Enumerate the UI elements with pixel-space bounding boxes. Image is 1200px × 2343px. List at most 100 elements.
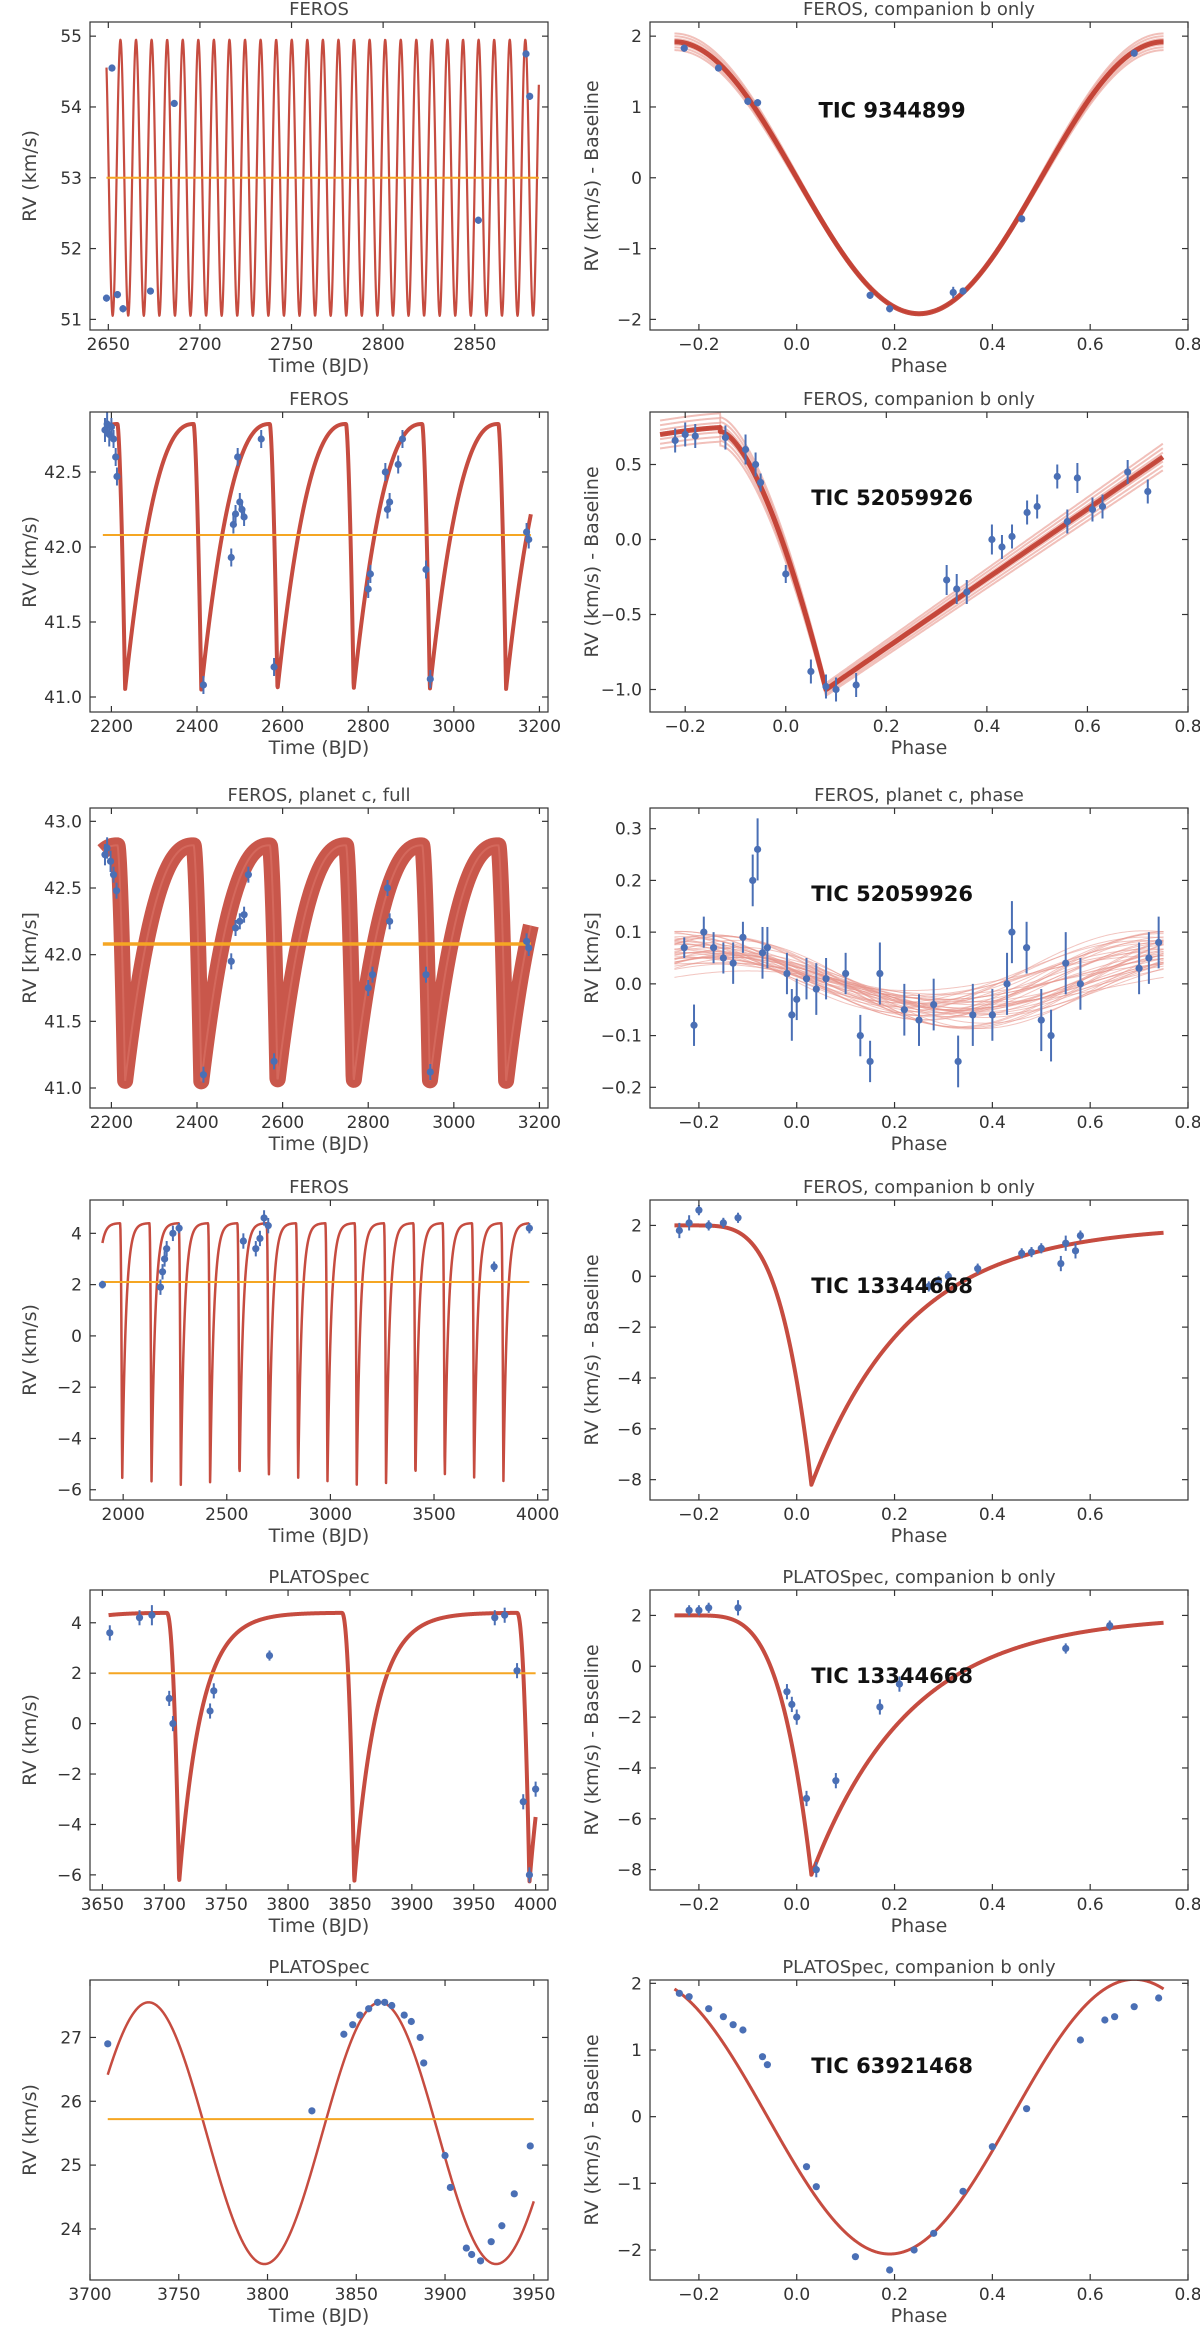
x-tick-label: 0.0 <box>783 335 810 355</box>
plot-area <box>673 1980 1165 2274</box>
x-tick-label: 3200 <box>518 717 561 737</box>
x-tick-label: 3700 <box>143 1895 186 1915</box>
x-tick-label: 0.0 <box>783 1113 810 1133</box>
data-point <box>270 1053 278 1070</box>
x-tick-label: 3700 <box>68 2285 111 2305</box>
data-point <box>487 2238 495 2246</box>
x-axis-label: Phase <box>891 355 948 377</box>
data-point <box>103 837 111 859</box>
data-point <box>852 673 860 697</box>
data-point <box>1076 1230 1084 1241</box>
data-point <box>113 290 122 299</box>
y-tick-label: 0.0 <box>615 975 642 995</box>
data-point <box>386 493 394 511</box>
data-point <box>236 913 244 930</box>
x-tick-label: −0.2 <box>678 2285 719 2305</box>
y-tick-label: −6 <box>617 1420 642 1440</box>
x-tick-label: 0.4 <box>979 1505 1006 1525</box>
x-axis-label: Time (BJD) <box>268 355 370 377</box>
axes-frame <box>649 1589 1189 1891</box>
axes-frame <box>649 1979 1189 2281</box>
y-tick-label: −2 <box>617 2241 642 2261</box>
data-point <box>788 989 796 1041</box>
data-point <box>388 2001 396 2010</box>
data-point <box>949 286 957 299</box>
y-axis-label: RV (km/s) - Baseline <box>581 1644 603 1835</box>
x-axis-label: Phase <box>891 1915 948 1937</box>
x-tick-label: 0.0 <box>783 2285 810 2305</box>
y-tick-label: −4 <box>57 1815 82 1835</box>
data-point <box>474 216 482 224</box>
chart-panel-11: 3700 3750 3800 3850 3900 3950 24 25 26 27 PLATOSpe… <box>19 1957 555 2327</box>
y-axis-label: RV (km/s) - Baseline <box>581 80 603 271</box>
data-point <box>106 1625 114 1641</box>
x-tick-label: 0.4 <box>973 717 1000 737</box>
x-tick-label: 0.0 <box>783 1505 810 1525</box>
data-point <box>934 1276 943 1287</box>
y-axis-label: RV (km/s) - Baseline <box>581 1254 603 1445</box>
data-point <box>988 2143 996 2151</box>
x-tick-label: 3950 <box>512 2285 555 2305</box>
data-point <box>199 1066 208 1083</box>
x-axis-label: Phase <box>891 2305 948 2327</box>
x-tick-label: 2850 <box>453 335 496 355</box>
data-point <box>714 64 723 72</box>
data-point <box>719 2013 727 2021</box>
data-point <box>729 942 737 984</box>
model-curve <box>673 1980 1165 2256</box>
data-point <box>1008 901 1016 964</box>
data-point <box>856 1014 864 1057</box>
data-point <box>749 854 757 907</box>
data-point <box>231 920 240 936</box>
y-tick-label: 0.1 <box>615 923 642 943</box>
data-point <box>895 1676 904 1692</box>
data-point <box>170 99 178 108</box>
data-point <box>783 1684 791 1700</box>
y-tick-label: −0.5 <box>601 606 642 626</box>
data-point <box>260 1210 268 1226</box>
data-point <box>680 44 688 52</box>
plot-area <box>672 32 1166 317</box>
x-tick-label: 0.0 <box>772 717 799 737</box>
data-point <box>1076 2036 1084 2044</box>
data-point <box>757 473 765 492</box>
x-tick-label: 0.8 <box>1174 1895 1200 1915</box>
data-point <box>721 425 730 450</box>
data-point <box>422 560 430 579</box>
x-tick-label: 3850 <box>328 1895 371 1915</box>
data-point <box>1130 2003 1138 2011</box>
data-point <box>754 818 762 881</box>
data-point <box>169 1225 177 1242</box>
data-point <box>1023 500 1031 525</box>
model-sample-curve <box>659 426 1164 692</box>
x-tick-label: 0.2 <box>881 1505 908 1525</box>
data-point <box>109 866 118 883</box>
data-point <box>1063 509 1071 534</box>
data-point <box>165 1690 173 1706</box>
data-point <box>719 942 727 974</box>
y-tick-label: −2 <box>57 1765 82 1785</box>
data-point <box>270 658 278 676</box>
model-curve <box>106 2001 535 2266</box>
plot-area <box>101 412 533 694</box>
data-point <box>112 882 121 899</box>
axes-frame <box>89 411 549 713</box>
data-point <box>109 430 118 448</box>
data-point <box>754 99 762 107</box>
data-point <box>876 942 884 1005</box>
y-tick-label: 41.0 <box>44 1079 82 1099</box>
x-tick-label: 3950 <box>452 1895 495 1915</box>
data-point <box>685 1215 693 1231</box>
data-point <box>1073 463 1081 493</box>
model-curve <box>657 425 1165 692</box>
data-point <box>695 1205 703 1216</box>
x-tick-label: 2200 <box>90 717 133 737</box>
chart-panel-6: −0.2 0.0 0.2 0.4 0.6 0.8 −0.2 −0.1 0.0 0.1 0.2 0.3 F… <box>581 785 1200 1155</box>
data-point <box>900 983 908 1036</box>
model-sample-curve <box>674 38 1164 315</box>
model-sample-curve <box>659 440 1164 698</box>
data-point <box>1023 921 1031 974</box>
y-tick-label: −2 <box>617 1318 642 1338</box>
y-axis-label: RV (km/s) - Baseline <box>581 466 603 657</box>
chart-panel-10: −0.2 0.0 0.2 0.4 0.6 0.8 −8 −6 −4 −2 0 2 PLATOSpec, … <box>581 1567 1200 1937</box>
